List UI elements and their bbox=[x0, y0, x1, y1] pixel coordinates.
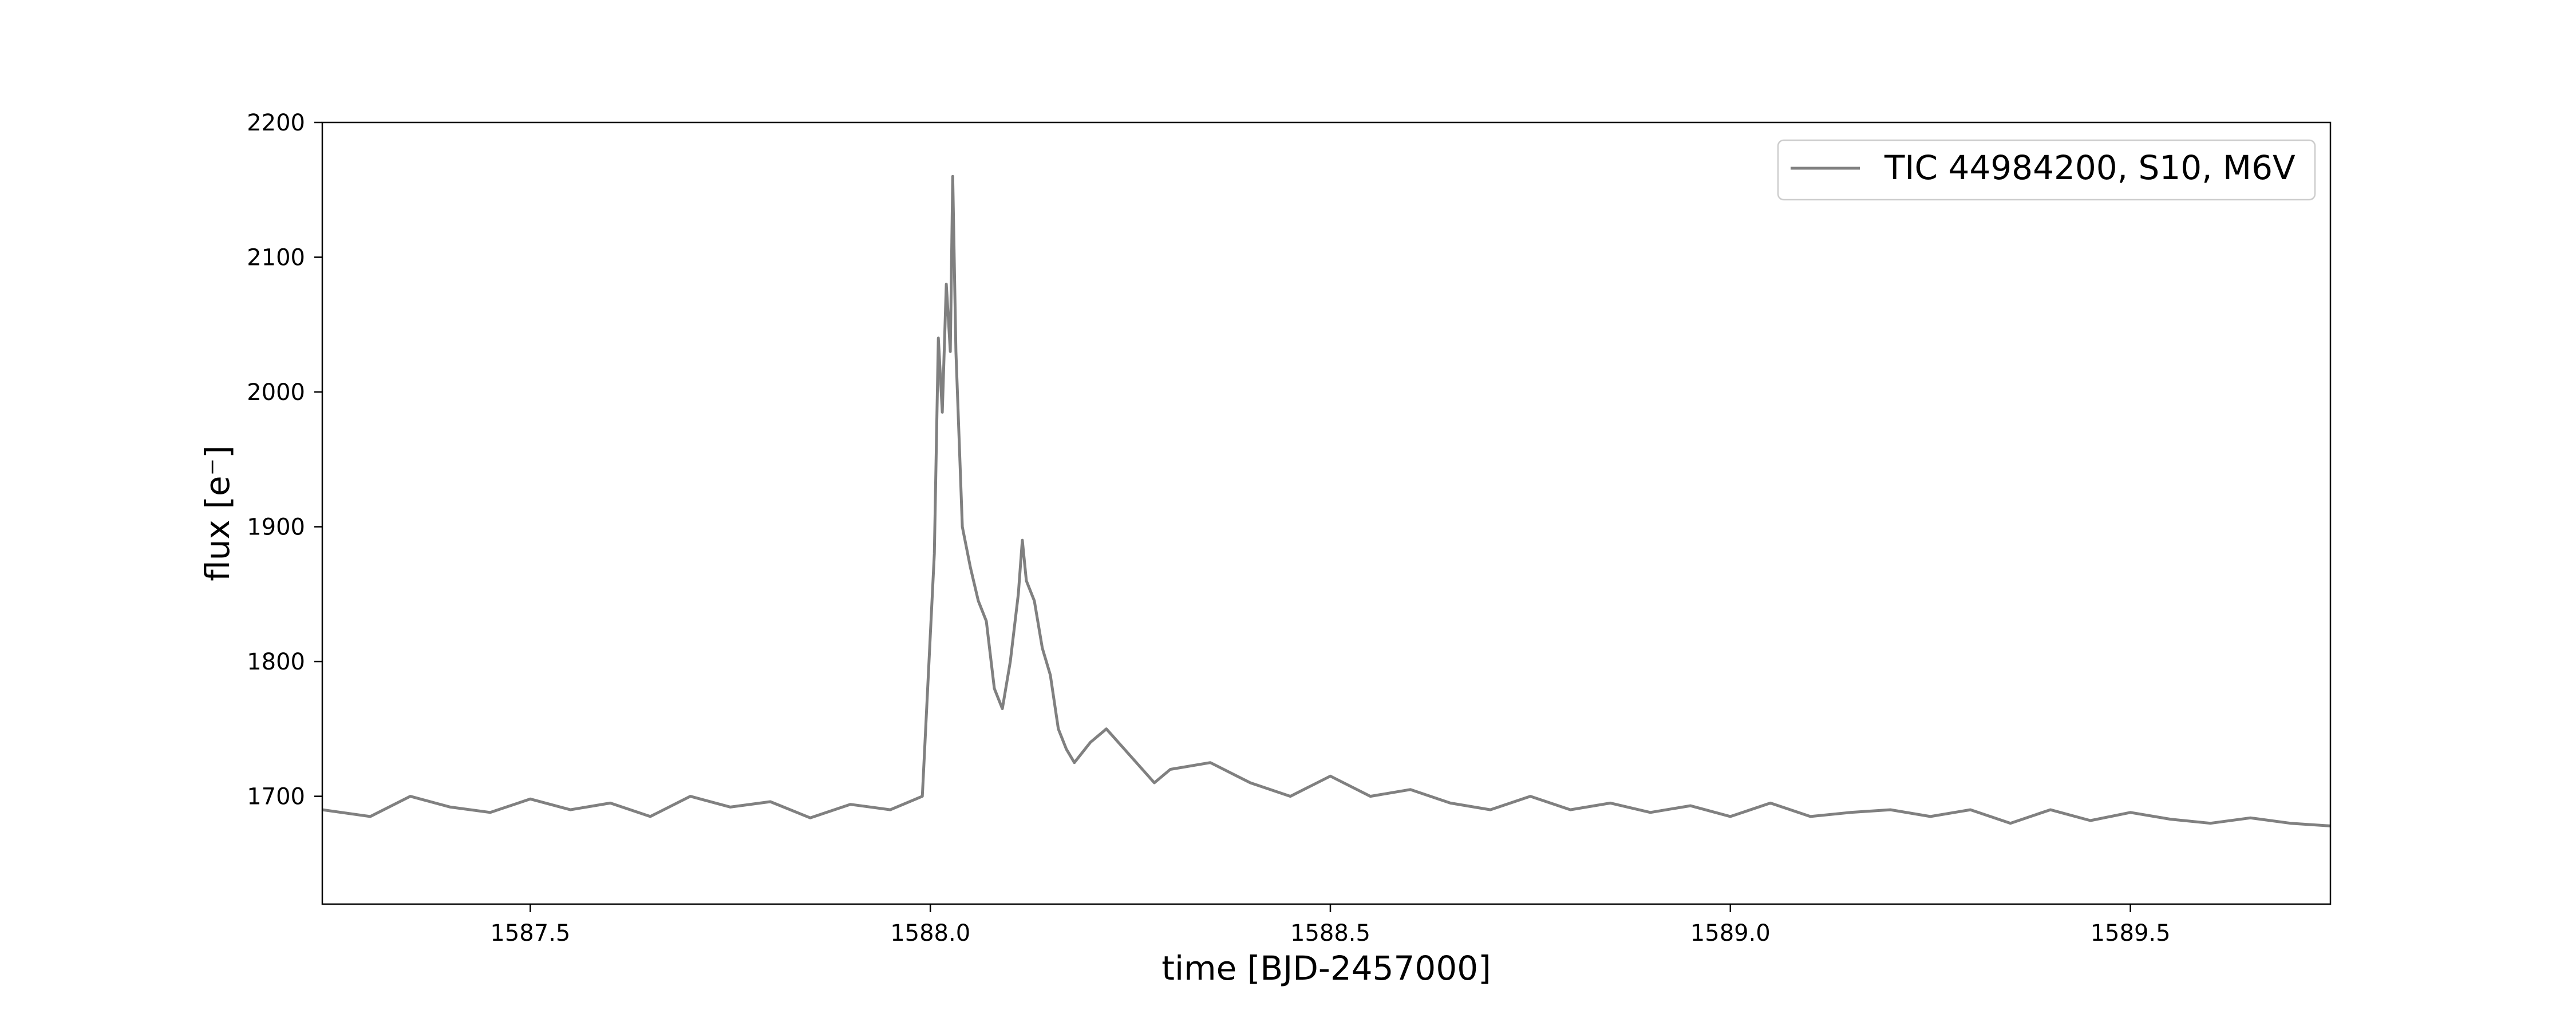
series-layer bbox=[322, 175, 2330, 827]
x-tick-label: 1589.5 bbox=[2091, 920, 2171, 946]
x-tick-label: 1588.0 bbox=[890, 920, 970, 946]
plot-area bbox=[322, 175, 2330, 827]
y-axis-ticks: 1700 1800 1900 2000 2100 2200 bbox=[247, 110, 322, 810]
series-line-0 bbox=[322, 175, 2330, 827]
y-tick-label: 1900 bbox=[247, 514, 305, 541]
legend-entry-label: TIC 44984200, S10, M6V bbox=[1884, 148, 2296, 187]
x-tick-label: 1588.5 bbox=[1290, 920, 1370, 946]
y-tick-label: 1800 bbox=[247, 649, 305, 675]
y-tick-label: 1700 bbox=[247, 784, 305, 810]
y-tick-label: 2200 bbox=[247, 110, 305, 136]
legend-box bbox=[1777, 139, 2316, 201]
x-tick-label: 1587.5 bbox=[490, 920, 570, 946]
x-axis-label: time [BJD-2457000] bbox=[1161, 949, 1491, 988]
legend: TIC 44984200, S10, M6V bbox=[1777, 139, 2316, 201]
y-axis-label: flux [e⁻] bbox=[198, 445, 237, 581]
y-tick-label: 2100 bbox=[247, 245, 305, 271]
x-axis-ticks: 1587.5 1588.0 1588.5 1589.0 1589.5 bbox=[490, 904, 2171, 946]
y-tick-label: 2000 bbox=[247, 379, 305, 406]
x-tick-label: 1589.0 bbox=[1690, 920, 1771, 946]
axes-frame bbox=[321, 121, 2332, 905]
